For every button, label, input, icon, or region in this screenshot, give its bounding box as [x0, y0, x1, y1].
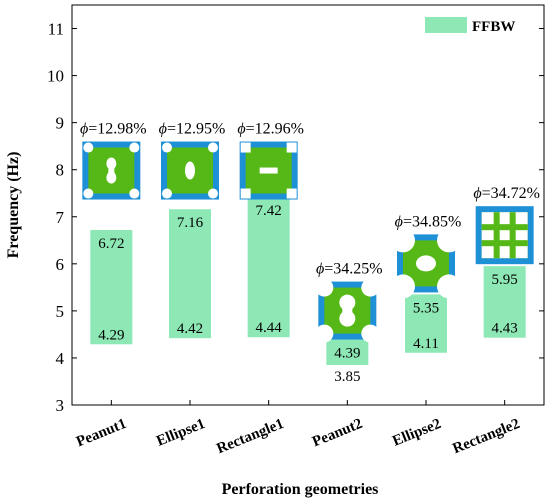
porosity-label: ϕ=34.25% — [316, 261, 383, 278]
bar-high-label: 5.35 — [413, 300, 439, 316]
bar-low-label: 3.85 — [334, 369, 360, 385]
category-label: Peanut2 — [310, 416, 365, 451]
bar-low-label: 4.43 — [492, 321, 518, 337]
porosity-label: ϕ=34.72% — [473, 185, 540, 202]
y-ticks: 3 4 5 6 7 8 9 10 11 — [47, 20, 544, 415]
category-label: Rectangle2 — [451, 416, 523, 457]
bar-high-label: 7.42 — [256, 203, 282, 219]
unit-cell-rectangle-icon — [475, 206, 534, 265]
unit-cell-peanut-icon — [315, 278, 380, 343]
unit-cell-rectangle-icon — [239, 141, 298, 200]
y-tick-label: 9 — [56, 114, 65, 133]
bar-high-label: 4.39 — [334, 346, 360, 362]
bar-low-label: 4.29 — [98, 327, 124, 343]
legend: FFBW — [425, 17, 515, 35]
bars — [90, 197, 526, 365]
category-label: Ellipse2 — [390, 416, 443, 450]
porosity-label: ϕ=34.85% — [395, 213, 462, 230]
unit-cell-ellipse-icon — [161, 141, 219, 200]
porosity-label: ϕ=12.95% — [159, 121, 226, 138]
unit-cells: ϕ=12.98% ϕ=12.95% ϕ=12.96% ϕ=34.25% ϕ=34.85%… — [80, 121, 540, 343]
y-tick-label: 10 — [47, 67, 64, 86]
y-tick-label: 4 — [56, 349, 65, 368]
bar-ellipse2 — [405, 294, 447, 353]
bar-low-label: 4.11 — [413, 336, 439, 352]
bar-low-label: 4.42 — [177, 321, 203, 337]
value-labels: 6.72 4.29 7.16 4.42 7.42 4.44 4.39 3.85 5.35 4.11… — [98, 203, 518, 385]
y-tick-label: 11 — [48, 20, 64, 39]
y-tick-label: 8 — [56, 161, 65, 180]
bar-peanut2 — [326, 339, 369, 365]
porosity-label: ϕ=12.96% — [237, 121, 304, 138]
y-tick-label: 7 — [56, 208, 65, 227]
bar-high-label: 6.72 — [98, 236, 124, 252]
x-axis-label: Perforation geometries — [222, 481, 379, 498]
y-tick-label: 6 — [56, 255, 65, 274]
bar-peanut1 — [90, 229, 133, 345]
y-axis-label: Frequency (Hz) — [5, 152, 22, 259]
category-labels: Peanut1 Ellipse1 Rectangle1 Peanut2 Ellipse2… — [74, 416, 522, 457]
category-label: Peanut1 — [74, 416, 129, 451]
plot-area — [71, 4, 545, 406]
y-tick-label: 3 — [56, 396, 65, 415]
category-label: Ellipse1 — [154, 416, 207, 450]
legend-swatch-ffbw — [425, 17, 467, 33]
bar-high-label: 5.95 — [492, 272, 518, 288]
unit-cell-ellipse-icon — [391, 228, 461, 299]
legend-label-ffbw: FFBW — [472, 19, 515, 35]
unit-cell-peanut-icon — [82, 141, 141, 200]
bar-high-label: 7.16 — [177, 215, 204, 231]
porosity-label: ϕ=12.98% — [80, 121, 147, 138]
category-label: Rectangle1 — [215, 416, 287, 457]
bar-rectangle1 — [247, 197, 290, 338]
bar-rectangle2 — [483, 266, 526, 338]
bar-low-label: 4.44 — [256, 320, 283, 336]
y-tick-label: 5 — [56, 302, 65, 321]
bar-ellipse1 — [169, 209, 211, 339]
